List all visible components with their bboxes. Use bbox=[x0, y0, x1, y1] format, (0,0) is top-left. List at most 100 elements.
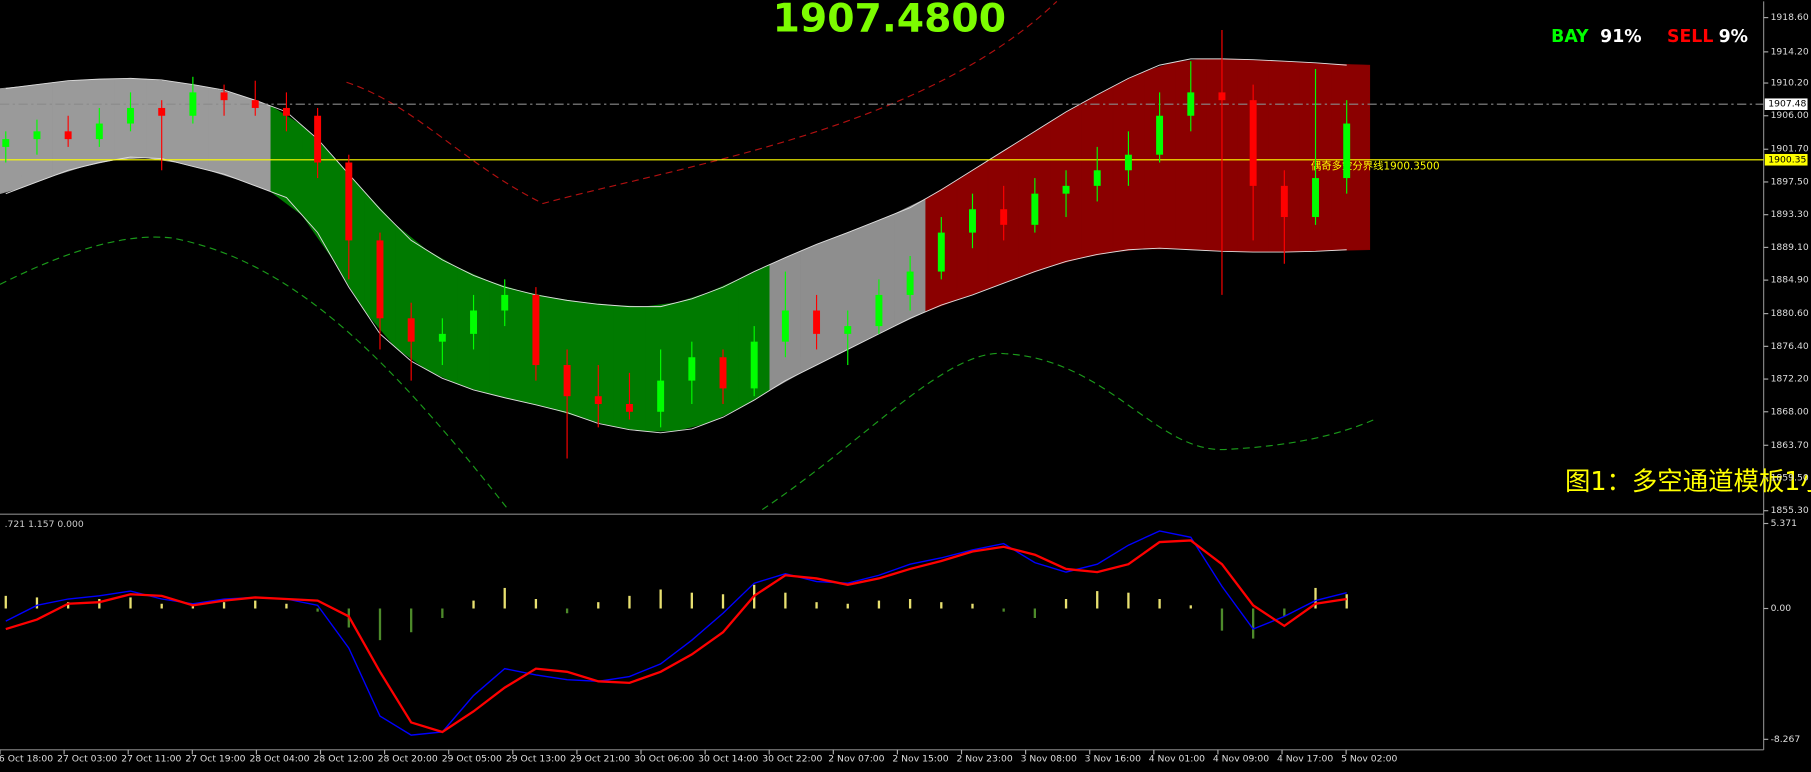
candle-body bbox=[64, 131, 72, 140]
candle-body bbox=[688, 357, 696, 381]
candle-body bbox=[844, 326, 852, 334]
candle-body bbox=[937, 232, 945, 272]
envelope-upper bbox=[346, 0, 1058, 205]
candle-body bbox=[594, 396, 602, 404]
x-tick-label: 27 Oct 19:00 bbox=[185, 754, 245, 765]
indicator-tick-label: 0.00 bbox=[1771, 603, 1792, 614]
candle-body bbox=[1218, 92, 1226, 101]
y-tick-label: 1863.70 bbox=[1771, 440, 1809, 451]
sentiment-value: 91% bbox=[1600, 27, 1641, 47]
candle-body bbox=[875, 294, 883, 327]
indicator-line bbox=[5, 539, 1347, 734]
candle-body bbox=[345, 162, 353, 241]
candle-body bbox=[625, 403, 633, 412]
x-tick-label: 2 Nov 07:00 bbox=[828, 754, 884, 765]
candle-body bbox=[127, 107, 134, 124]
y-tick-label: 1880.60 bbox=[1771, 308, 1809, 319]
x-tick-label: 30 Oct 22:00 bbox=[762, 754, 822, 765]
candle-body bbox=[1062, 185, 1070, 194]
divider-text: 偶奇多空分界线1900.3500 bbox=[1311, 160, 1440, 173]
y-tick-label: 1897.50 bbox=[1771, 176, 1809, 187]
x-tick-label: 27 Oct 11:00 bbox=[121, 754, 181, 765]
indicator-tick-label: -8.267 bbox=[1771, 734, 1801, 745]
x-tick-label: 5 Nov 02:00 bbox=[1341, 754, 1397, 765]
y-tick-label: 1914.20 bbox=[1771, 46, 1809, 57]
y-tick-label: 1876.40 bbox=[1771, 341, 1809, 352]
candle-body bbox=[1000, 209, 1008, 225]
y-tick-label: 1901.70 bbox=[1771, 144, 1809, 155]
divider-box bbox=[1764, 153, 1808, 166]
y-tick-label: 1918.60 bbox=[1771, 12, 1809, 23]
candle-body bbox=[1280, 185, 1288, 218]
x-tick-label: 4 Nov 09:00 bbox=[1213, 754, 1269, 765]
y-tick-label: 1855.30 bbox=[1771, 505, 1809, 516]
candle-body bbox=[158, 107, 166, 116]
y-tick-label: 1868.00 bbox=[1771, 406, 1809, 417]
x-tick-label: 30 Oct 14:00 bbox=[698, 754, 758, 765]
y-tick-label: 1872.20 bbox=[1771, 374, 1809, 385]
x-tick-label: 2 Nov 23:00 bbox=[956, 754, 1012, 765]
y-tick-label: 1906.00 bbox=[1771, 110, 1809, 121]
x-tick-label: 26 Oct 18:00 bbox=[0, 754, 53, 765]
candle-body bbox=[2, 139, 10, 147]
y-tick-label: 1859.50 bbox=[1771, 472, 1809, 483]
candle-body bbox=[220, 92, 228, 101]
x-tick-label: 27 Oct 03:00 bbox=[57, 754, 117, 765]
candle-body bbox=[1124, 154, 1132, 171]
x-tick-label: 3 Nov 08:00 bbox=[1021, 754, 1077, 765]
caption: 图1：多空通道模板1小时图 bbox=[1565, 466, 1811, 496]
channel-slab bbox=[1330, 63, 1371, 251]
indicator-line bbox=[5, 530, 1347, 736]
sentiment-label: SELL bbox=[1667, 27, 1713, 47]
divider-label: 1900.35 bbox=[1768, 154, 1806, 165]
candle-body bbox=[1093, 170, 1101, 186]
current-price-label: 1907.48 bbox=[1768, 99, 1806, 110]
x-tick-label: 28 Oct 20:00 bbox=[378, 754, 438, 765]
y-tick-label: 1884.90 bbox=[1771, 275, 1809, 286]
x-tick-label: 29 Oct 21:00 bbox=[570, 754, 630, 765]
sentiment-label: BAY bbox=[1551, 27, 1589, 47]
x-tick-label: 28 Oct 12:00 bbox=[314, 754, 374, 765]
candle-body bbox=[251, 100, 259, 108]
x-tick-label: 30 Oct 06:00 bbox=[634, 754, 694, 765]
channel-edge bbox=[5, 58, 1347, 308]
price-display: 1907.4800 bbox=[773, 0, 1006, 42]
candle-body bbox=[750, 341, 758, 389]
x-tick-label: 28 Oct 04:00 bbox=[249, 754, 309, 765]
candle-body bbox=[532, 294, 540, 366]
candle-body bbox=[719, 357, 727, 389]
candle-body bbox=[470, 310, 478, 334]
candle-body bbox=[95, 123, 103, 140]
candle-body bbox=[813, 310, 821, 334]
current-price-box bbox=[1764, 98, 1808, 110]
candle-body bbox=[438, 333, 446, 342]
candle-body bbox=[1249, 100, 1257, 186]
candle-body bbox=[781, 310, 789, 342]
sentiment-value: 9% bbox=[1719, 27, 1748, 47]
y-tick-label: 1910.20 bbox=[1771, 78, 1809, 89]
candle-body bbox=[501, 294, 509, 311]
candle-body bbox=[906, 271, 914, 295]
candle-body bbox=[657, 380, 665, 412]
candle-body bbox=[407, 318, 415, 342]
x-tick-label: 4 Nov 01:00 bbox=[1149, 754, 1205, 765]
candle-body bbox=[1031, 193, 1039, 225]
envelope-lower-right bbox=[761, 353, 1375, 511]
indicator-label: .721 1.157 0.000 bbox=[5, 519, 84, 530]
candle-body bbox=[33, 131, 41, 140]
candle-body bbox=[563, 365, 571, 397]
candle-body bbox=[1187, 92, 1195, 116]
x-tick-label: 2 Nov 15:00 bbox=[892, 754, 948, 765]
candle-body bbox=[314, 115, 322, 163]
x-tick-label: 4 Nov 17:00 bbox=[1277, 754, 1333, 765]
candle-body bbox=[1156, 115, 1164, 155]
y-tick-label: 1889.10 bbox=[1771, 242, 1809, 253]
candle-body bbox=[282, 107, 290, 116]
candle-body bbox=[189, 92, 197, 116]
y-tick-label: 1893.30 bbox=[1771, 209, 1809, 220]
channel-edge bbox=[5, 156, 1347, 434]
x-tick-label: 3 Nov 16:00 bbox=[1085, 754, 1141, 765]
candle-body bbox=[376, 240, 384, 319]
